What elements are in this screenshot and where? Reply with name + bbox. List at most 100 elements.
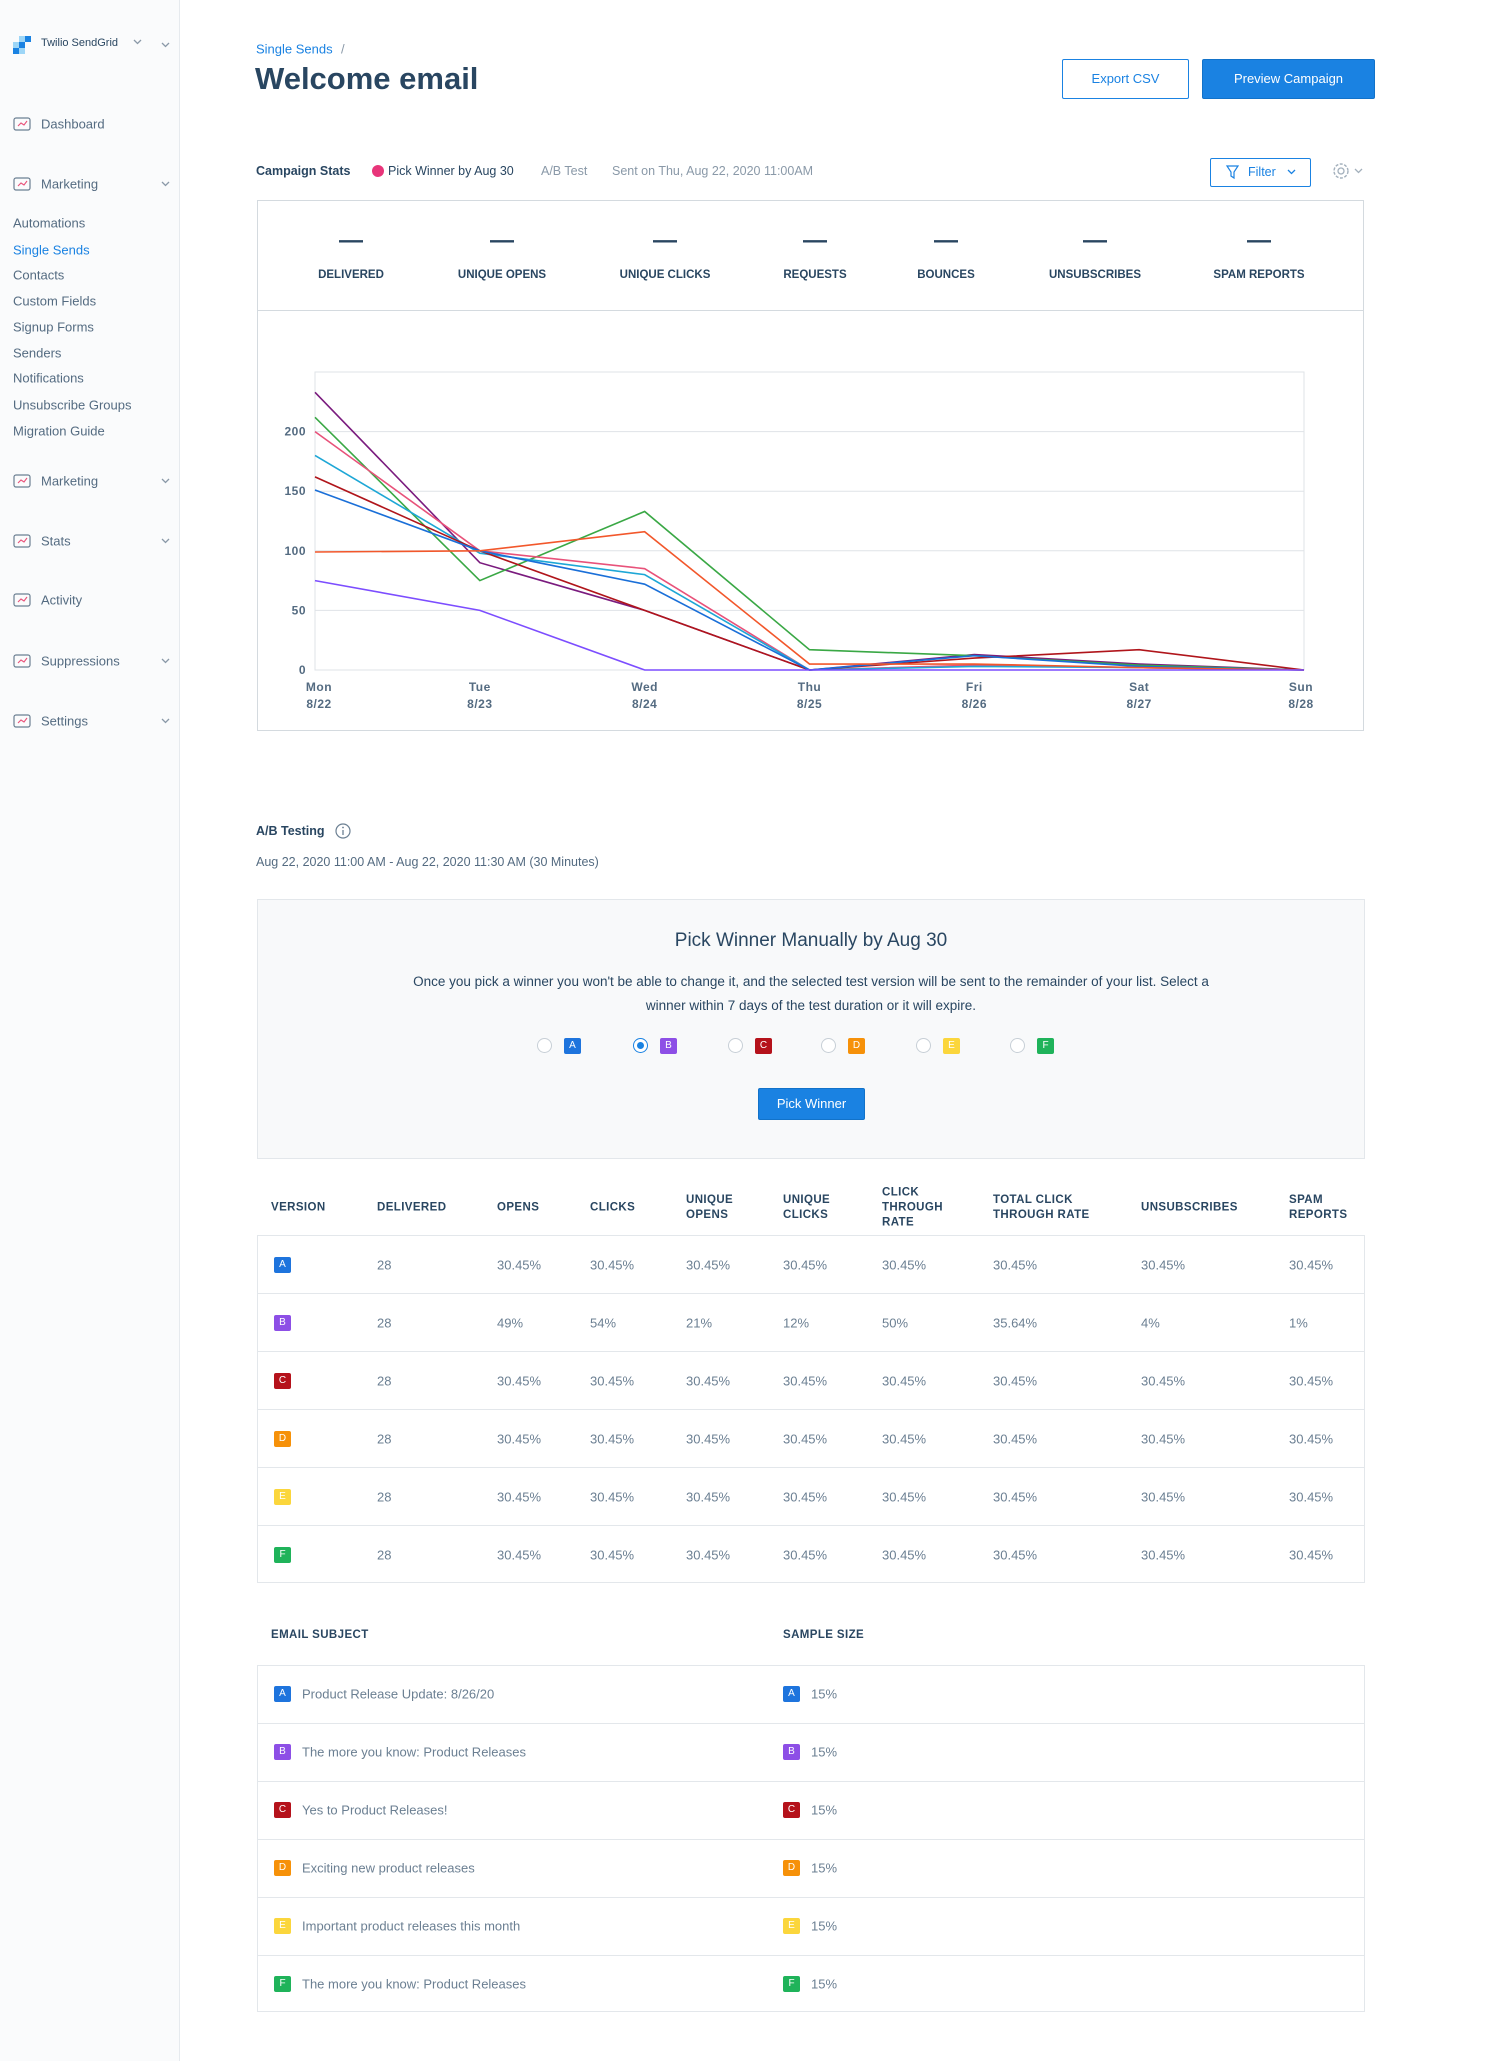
- version-badge: C: [783, 1802, 800, 1818]
- table-cell: 30.45%: [1141, 1257, 1186, 1273]
- chevron: [1354, 168, 1363, 174]
- table-cell: 30.45%: [1289, 1489, 1334, 1505]
- column-header: EMAIL SUBJECT: [271, 1629, 369, 1641]
- sample-size: 15%: [811, 1860, 838, 1876]
- x-tick-label: Tue: [469, 680, 491, 694]
- table-cell: 50%: [882, 1315, 909, 1331]
- email-subject: Yes to Product Releases!: [302, 1802, 448, 1818]
- metric-label: DELIVERED: [318, 269, 384, 281]
- nav-link[interactable]: Signup Forms: [13, 319, 94, 335]
- nav-link[interactable]: Automations: [13, 215, 86, 231]
- series-line: [314, 489, 1305, 671]
- nav-item[interactable]: Dashboard: [41, 116, 105, 132]
- table-cell: 30.45%: [1289, 1373, 1334, 1389]
- table-cell: 30.45%: [497, 1373, 542, 1389]
- preview-button[interactable]: Preview Campaign: [1202, 59, 1375, 99]
- table-cell: 30.45%: [993, 1373, 1038, 1389]
- nav-icon: [13, 593, 31, 607]
- row-divider: [258, 1467, 1364, 1468]
- version-badge: C: [755, 1038, 772, 1054]
- version-badge: B: [783, 1744, 800, 1760]
- version-badge: E: [943, 1038, 960, 1054]
- table-cell: 28: [377, 1315, 392, 1331]
- table-cell: 28: [377, 1373, 392, 1389]
- metric-label: REQUESTS: [783, 269, 847, 281]
- y-tick-label: 150: [284, 484, 306, 498]
- sample-size: 15%: [811, 1976, 838, 1992]
- chevron: [161, 718, 170, 724]
- table-cell: 30.45%: [783, 1489, 828, 1505]
- x-tick-date: 8/23: [467, 697, 492, 711]
- table-cell: 1%: [1289, 1315, 1308, 1331]
- version-badge: B: [274, 1744, 291, 1760]
- table-cell: 30.45%: [590, 1431, 635, 1447]
- column-header: TOTAL CLICK THROUGH RATE: [993, 1194, 1090, 1221]
- version-badge: C: [274, 1373, 291, 1389]
- nav-link[interactable]: Senders: [13, 345, 62, 361]
- email-subject: Product Release Update: 8/26/20: [302, 1686, 495, 1702]
- nav-item[interactable]: Suppressions: [41, 653, 120, 669]
- brand-name: Twilio SendGrid: [41, 37, 119, 49]
- radio-button[interactable]: [728, 1038, 743, 1053]
- nav-item[interactable]: Marketing: [41, 473, 99, 489]
- table-cell: 30.45%: [1289, 1257, 1334, 1273]
- x-tick-label: Sun: [1289, 680, 1313, 694]
- nav-item[interactable]: Activity: [41, 592, 83, 608]
- metric-label: UNIQUE CLICKS: [619, 269, 711, 281]
- nav-item[interactable]: Stats: [41, 533, 71, 549]
- chart: 0 50 100 150 200 Mon 8/22 Tue 8/23 Wed 8/24 Thu 8/25…: [284, 371, 1313, 711]
- version-badge: A: [564, 1038, 581, 1054]
- row-divider: [258, 1293, 1364, 1294]
- table-cell: 30.45%: [590, 1373, 635, 1389]
- sample-size: 15%: [811, 1918, 838, 1934]
- table-cell: 30.45%: [882, 1373, 927, 1389]
- breadcrumb-link[interactable]: Single Sends: [256, 41, 333, 57]
- column-header: OPENS: [497, 1201, 540, 1214]
- version-badge: B: [274, 1315, 291, 1331]
- version-badge: A: [274, 1686, 291, 1702]
- table-cell: 30.45%: [497, 1547, 542, 1563]
- pick-winner-button[interactable]: Pick Winner: [758, 1088, 865, 1120]
- radio-button[interactable]: [537, 1038, 552, 1053]
- metric-label: UNIQUE OPENS: [457, 269, 547, 281]
- filter-button[interactable]: [1210, 158, 1311, 187]
- status-dot: [372, 165, 384, 177]
- nav-link[interactable]: Contacts: [13, 267, 65, 283]
- x-tick-date: 8/27: [1126, 697, 1151, 711]
- stats-box: [257, 200, 1364, 731]
- radio-button[interactable]: [821, 1038, 836, 1053]
- email-subject: Exciting new product releases: [302, 1860, 475, 1876]
- metric-label: SPAM REPORTS: [1213, 269, 1305, 281]
- version-badge: D: [848, 1038, 865, 1054]
- version-badge: D: [274, 1431, 291, 1447]
- test-window: Aug 22, 2020 11:00 AM - Aug 22, 2020 11:…: [256, 855, 599, 869]
- nav-link[interactable]: Custom Fields: [13, 293, 97, 309]
- nav-item[interactable]: Marketing: [41, 176, 99, 192]
- table-cell: 30.45%: [993, 1547, 1038, 1563]
- table-cell: 30.45%: [590, 1489, 635, 1505]
- nav-link[interactable]: Migration Guide: [13, 423, 105, 439]
- table-cell: 30.45%: [1141, 1547, 1186, 1563]
- column-header: UNIQUE CLICKS: [783, 1194, 831, 1221]
- series-line: [314, 416, 1305, 671]
- settings-gear: [1333, 163, 1349, 179]
- nav-link[interactable]: Notifications: [13, 370, 84, 386]
- y-tick-label: 50: [292, 603, 306, 617]
- x-tick-date: 8/28: [1288, 697, 1313, 711]
- plot-frame: [314, 371, 1305, 671]
- nav-link[interactable]: Unsubscribe Groups: [13, 397, 132, 413]
- y-tick-label: 0: [299, 663, 306, 677]
- radio-button[interactable]: [1010, 1038, 1025, 1053]
- metric-value: —: [653, 227, 677, 254]
- table-cell: 28: [377, 1489, 392, 1505]
- row-divider: [258, 1723, 1364, 1724]
- table-cell: 30.45%: [882, 1257, 927, 1273]
- nav-icon: [13, 534, 31, 548]
- radio-button[interactable]: [916, 1038, 931, 1053]
- nav-link[interactable]: Single Sends: [13, 242, 90, 258]
- sent-date: Sent on Thu, Aug 22, 2020 11:00AM: [612, 164, 814, 178]
- nav-item[interactable]: Settings: [41, 713, 88, 729]
- table-cell: 30.45%: [590, 1547, 635, 1563]
- export-button[interactable]: Export CSV: [1062, 59, 1189, 99]
- version-badge: F: [1037, 1038, 1054, 1054]
